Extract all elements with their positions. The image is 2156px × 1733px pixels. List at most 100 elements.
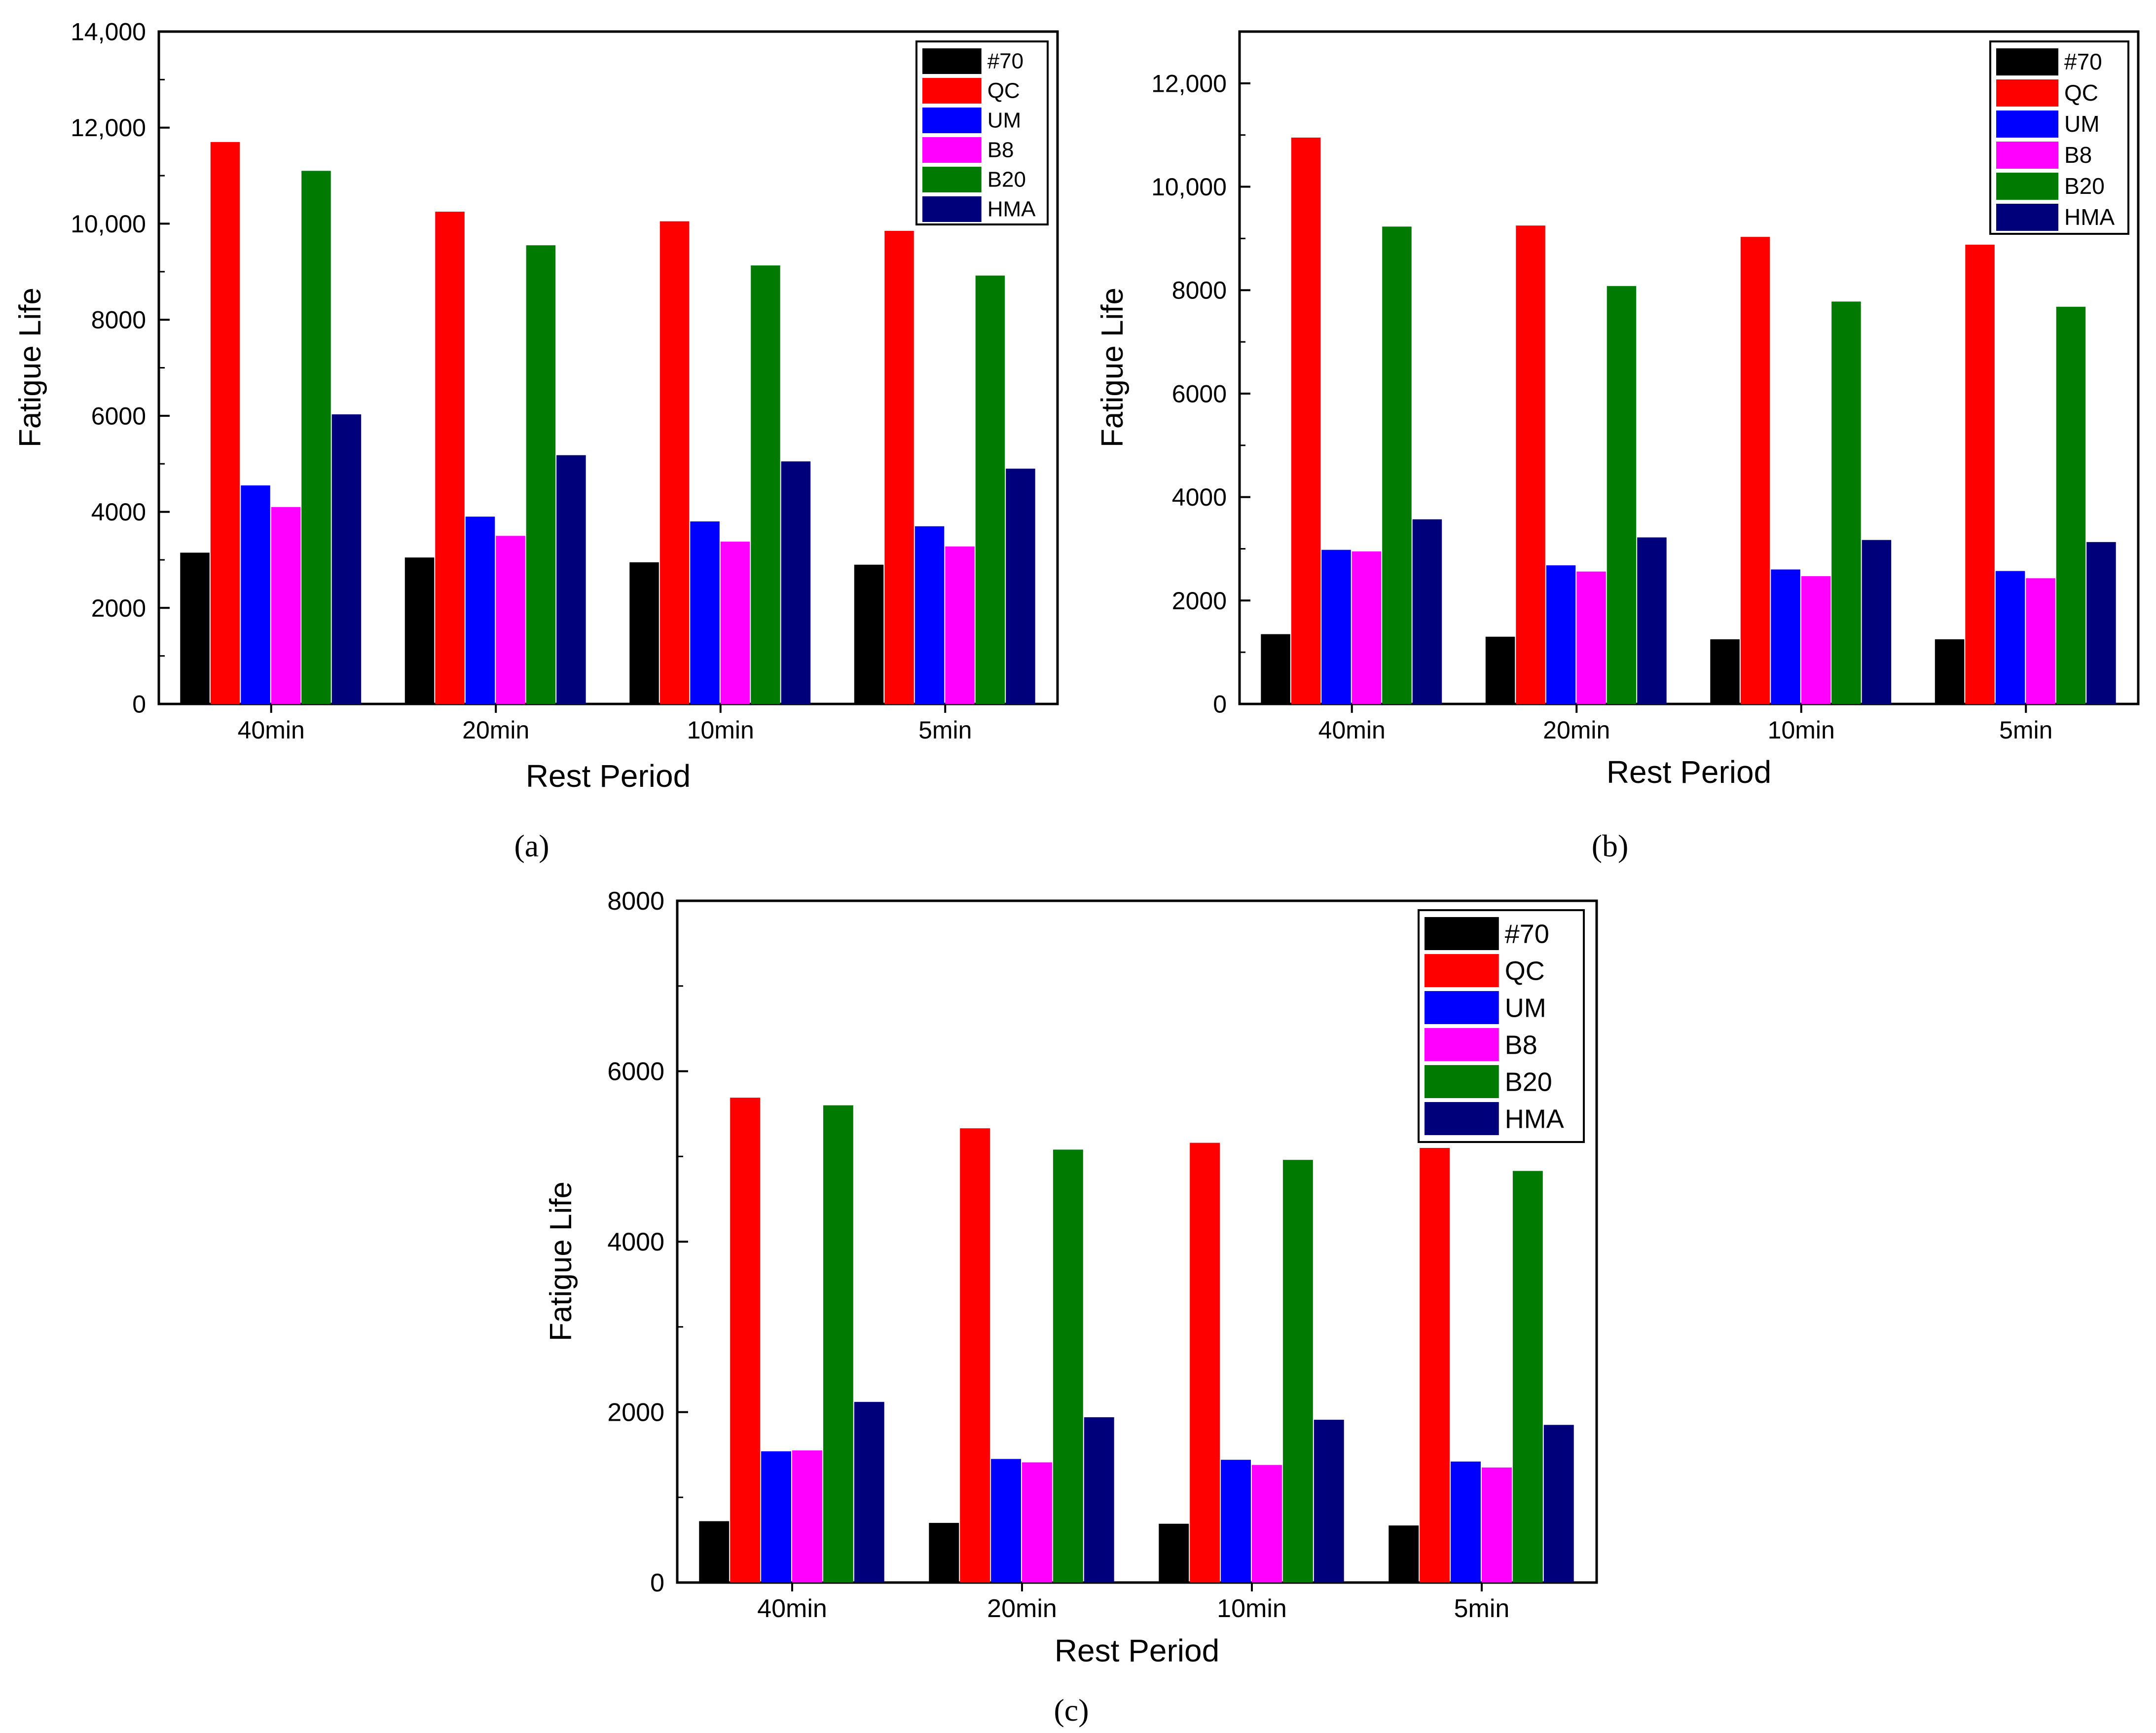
legend-label: UM [987, 109, 1021, 133]
bar-n70-5min [854, 564, 884, 704]
y-tick-label: 10,000 [1151, 173, 1227, 201]
panel-label-c: (c) [1054, 1693, 1089, 1728]
legend-label: UM [2064, 111, 2100, 137]
bar-HMA-5min [1543, 1425, 1574, 1583]
legend-swatch [1425, 1102, 1499, 1135]
legend-swatch [1425, 991, 1499, 1024]
x-axis-label: Rest Period [1607, 754, 1771, 790]
bar-HMA-40min [854, 1401, 884, 1583]
x-axis-label: Rest Period [1055, 1633, 1219, 1668]
bar-B8-20min [496, 536, 525, 704]
legend-label: B8 [987, 138, 1014, 162]
bar-UM-5min [1451, 1461, 1481, 1583]
legend-label: HMA [1505, 1104, 1564, 1134]
bar-QC-5min [1420, 1148, 1450, 1583]
y-tick-label: 0 [1213, 691, 1227, 718]
bar-B20-5min [975, 275, 1005, 704]
y-tick-label: 2000 [1172, 587, 1227, 615]
chart-panel-c: 0 2000 4000 6000 8000 40min 20min 10min 5min Fa… [544, 887, 1598, 1728]
x-tick-label: 40min [238, 716, 305, 744]
legend-label: #70 [2064, 49, 2102, 74]
bar-n70-5min [1389, 1525, 1419, 1583]
bar-UM-40min [761, 1451, 791, 1583]
bar-QC-20min [960, 1128, 990, 1583]
x-tick-label: 5min [1454, 1594, 1510, 1623]
bar-B20-20min [1607, 286, 1637, 704]
legend-swatch [922, 78, 982, 104]
y-tick-label: 2000 [91, 594, 146, 622]
x-tick-label: 5min [918, 716, 972, 744]
bar-group [180, 142, 1035, 704]
y-tick-label: 10,000 [71, 210, 146, 238]
bar-HMA-5min [1006, 469, 1035, 704]
bar-QC-5min [1965, 245, 1995, 704]
legend-label: B20 [987, 168, 1026, 192]
bar-UM-20min [1546, 565, 1576, 704]
x-tick-label: 10min [687, 716, 754, 744]
legend-swatch [922, 196, 982, 222]
y-tick-label: 8000 [91, 306, 146, 334]
bar-HMA-20min [1637, 537, 1667, 704]
legend-label: B20 [1505, 1067, 1552, 1097]
bar-B20-5min [1512, 1171, 1543, 1583]
bar-B8-20min [1022, 1462, 1052, 1583]
legend-swatch [1996, 79, 2058, 107]
bar-B8-20min [1576, 571, 1606, 704]
bar-B20-10min [1831, 301, 1861, 704]
bar-B8-40min [271, 507, 301, 704]
bar-QC-40min [730, 1098, 761, 1583]
bar-HMA-10min [1314, 1420, 1344, 1583]
bar-UM-20min [991, 1459, 1021, 1583]
x-tick-label: 10min [1768, 716, 1835, 744]
y-tick-label: 8000 [1172, 277, 1227, 304]
plot-frame [1238, 30, 2140, 705]
y-tick-label: 4000 [91, 498, 146, 526]
legend: #70 QC UM B8 B20 HMA [1989, 40, 2129, 235]
x-axis-ticks: 40min 20min 10min 5min [757, 1583, 1509, 1623]
bar-B20-10min [751, 265, 780, 704]
y-tick-label: 8000 [607, 887, 664, 916]
bar-B20-20min [526, 245, 556, 704]
y-axis-ticks: 0 2000 4000 6000 8000 10,000 12,000 [1151, 70, 1250, 718]
bar-HMA-40min [1412, 519, 1442, 704]
x-tick-label: 10min [1217, 1594, 1287, 1623]
y-tick-label: 12,000 [1151, 70, 1227, 97]
legend-swatch [1996, 111, 2058, 138]
x-tick-label: 5min [1999, 716, 2052, 744]
bar-QC-10min [1190, 1143, 1220, 1583]
bar-B20-5min [2056, 306, 2086, 704]
bar-n70-10min [1159, 1523, 1189, 1583]
bar-HMA-20min [556, 455, 586, 704]
bar-B8-5min [945, 546, 975, 704]
x-tick-label: 40min [757, 1594, 827, 1623]
x-tick-label: 20min [987, 1594, 1057, 1623]
bar-HMA-20min [1084, 1417, 1114, 1583]
bar-B20-10min [1282, 1160, 1313, 1583]
bar-B8-10min [720, 541, 750, 704]
bar-n70-10min [629, 562, 659, 704]
bar-UM-10min [1221, 1460, 1251, 1583]
bar-B20-40min [301, 171, 331, 704]
y-tick-label: 0 [650, 1569, 664, 1597]
bar-UM-40min [1321, 550, 1351, 704]
bar-n70-20min [1485, 636, 1515, 704]
legend-label: HMA [987, 197, 1036, 221]
legend-label: B8 [1505, 1030, 1537, 1060]
x-tick-label: 20min [462, 716, 529, 744]
y-axis-label: Fatigue Life [544, 1181, 578, 1341]
bar-B8-5min [2026, 578, 2055, 704]
bar-UM-10min [690, 521, 720, 704]
legend-swatch [1425, 1065, 1499, 1098]
bar-HMA-5min [2086, 542, 2116, 704]
y-axis-label: Fatigue Life [13, 288, 47, 447]
bar-n70-20min [404, 557, 435, 704]
legend-swatch [1996, 48, 2058, 75]
legend: #70 QC UM B8 B20 HMA [1418, 909, 1585, 1143]
y-tick-label: 0 [132, 691, 146, 718]
bar-B8-5min [1482, 1467, 1512, 1583]
legend-swatch [1425, 954, 1499, 987]
legend-swatch [1996, 142, 2058, 169]
bar-QC-5min [884, 231, 914, 704]
bar-n70-5min [1935, 639, 1965, 704]
